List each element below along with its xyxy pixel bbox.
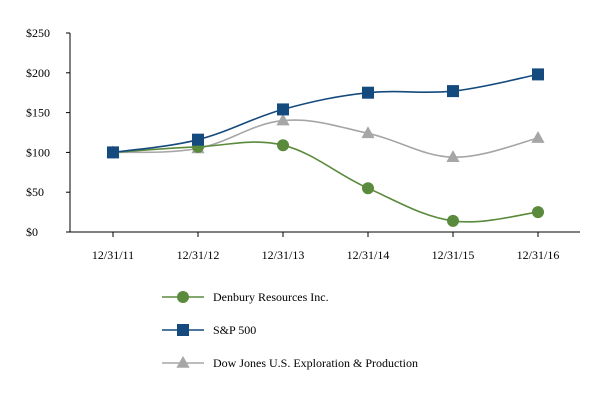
series-line <box>112 119 539 159</box>
y-tick-label: $200 <box>26 66 50 80</box>
data-point <box>276 113 290 126</box>
y-tick-label: $150 <box>26 106 50 120</box>
x-tick-label: 12/31/11 <box>92 248 134 262</box>
series-square <box>107 68 544 159</box>
series-triangle <box>106 113 545 162</box>
legend-label: S&P 500 <box>213 323 256 337</box>
legend-marker <box>176 355 190 368</box>
legend-label: Dow Jones U.S. Exploration & Production <box>213 356 418 370</box>
legend-label: Denbury Resources Inc. <box>213 290 329 304</box>
series-line <box>112 73 539 154</box>
data-point <box>532 206 544 219</box>
series-circle <box>107 139 544 227</box>
data-point <box>446 150 460 162</box>
x-tick-label: 12/31/14 <box>347 248 390 262</box>
data-point <box>447 85 459 98</box>
data-point <box>362 86 374 99</box>
y-tick-label: $250 <box>26 26 50 40</box>
data-point <box>361 126 375 139</box>
data-point <box>107 146 119 159</box>
legend-item: S&P 500 <box>162 323 256 337</box>
x-tick-label: 12/31/13 <box>262 248 305 262</box>
data-point <box>531 131 545 143</box>
y-tick-label: $100 <box>26 145 50 159</box>
legend-item: Denbury Resources Inc. <box>162 290 329 304</box>
data-point <box>447 214 459 227</box>
legend-item: Dow Jones U.S. Exploration & Production <box>162 355 418 370</box>
x-tick-label: 12/31/12 <box>177 248 220 262</box>
data-point <box>192 133 204 146</box>
x-tick-label: 12/31/16 <box>517 248 560 262</box>
legend-marker <box>177 324 189 336</box>
chart-series <box>106 68 545 227</box>
data-point <box>362 182 374 195</box>
data-point <box>532 68 544 81</box>
y-tick-label: $50 <box>26 185 44 199</box>
chart-axes: $0 $50 $100 $150 $200 $250 12/31/11 12/31/12 12/… <box>26 26 580 262</box>
series-line <box>112 141 539 223</box>
chart-legend: Denbury Resources Inc. S&P 500 Dow Jones U… <box>162 290 418 370</box>
legend-marker <box>177 291 189 303</box>
data-point <box>277 139 289 152</box>
x-tick-label: 12/31/15 <box>432 248 475 262</box>
y-tick-label: $0 <box>26 225 38 239</box>
data-point <box>277 103 289 116</box>
